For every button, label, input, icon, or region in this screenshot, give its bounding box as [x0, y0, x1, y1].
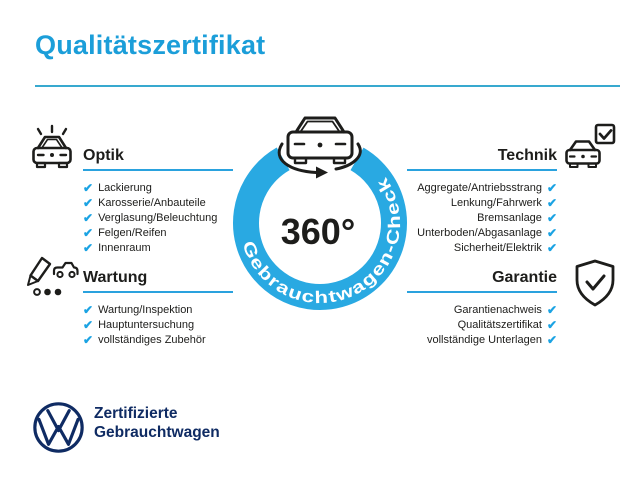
check-icon: ✔ [83, 195, 94, 210]
list-item: Aggregate/Antriebsstrang ✔ [407, 180, 557, 195]
list-item: ✔ Hauptuntersuchung [83, 317, 233, 332]
section-garantie-heading: Garantie [492, 269, 557, 286]
list-item: Qualitätszertifikat ✔ [407, 317, 557, 332]
list-item-label: Aggregate/Antriebsstrang [417, 181, 542, 194]
list-item: vollständige Unterlagen ✔ [407, 332, 557, 347]
list-item-label: Innenraum [98, 241, 151, 254]
check-icon: ✔ [83, 240, 94, 255]
section-technik-heading: Technik [497, 147, 557, 164]
section-technik: Technik Aggregate/Antriebsstrang ✔ Lenkun… [407, 147, 557, 255]
check-icon: ✔ [83, 180, 94, 195]
check-icon: ✔ [546, 302, 557, 317]
checkbox-car-icon [565, 123, 616, 168]
section-garantie-list: Garantienachweis ✔ Qualitätszertifikat ✔ v… [407, 302, 557, 347]
check-icon: ✔ [83, 332, 94, 347]
section-garantie: Garantie Garantienachweis ✔ Qualitätszert… [407, 269, 557, 347]
page-title: Qualitätszertifikat [35, 30, 266, 60]
list-item: ✔ Felgen/Reifen [83, 225, 233, 240]
section-technik-list: Aggregate/Antriebsstrang ✔ Lenkung/Fahrwe… [407, 180, 557, 255]
list-item: Lenkung/Fahrwerk ✔ [407, 195, 557, 210]
list-item-label: Garantienachweis [453, 303, 542, 316]
list-item: Bremsanlage ✔ [407, 210, 557, 225]
check-icon: ✔ [83, 210, 94, 225]
list-item: ✔ Lackierung [83, 180, 233, 195]
check-icon: ✔ [546, 180, 557, 195]
check-icon: ✔ [546, 240, 557, 255]
list-item-label: Hauptuntersuchung [98, 318, 195, 331]
shine-car-icon [32, 124, 72, 169]
list-item-label: Lackierung [98, 181, 152, 194]
brand-claim-line2: Gebrauchtwagen [94, 424, 220, 441]
check-icon: ✔ [546, 317, 557, 332]
section-optik-heading: Optik [83, 147, 124, 164]
section-technik-divider [407, 169, 557, 171]
section-garantie-divider [407, 291, 557, 293]
list-item: ✔ Innenraum [83, 240, 233, 255]
brand-claim: Zertifizierte Gebrauchtwagen [94, 404, 220, 442]
section-wartung: Wartung ✔ Wartung/Inspektion ✔ Hauptunters… [83, 269, 233, 347]
list-item: ✔ vollständiges Zubehör [83, 332, 233, 347]
list-item: Unterboden/Abgasanlage ✔ [407, 225, 557, 240]
list-item-label: Bremsanlage [477, 211, 542, 224]
check-icon: ✔ [546, 195, 557, 210]
rotate-car-icon [277, 116, 362, 179]
list-item-label: Qualitätszertifikat [457, 318, 542, 331]
list-item-label: Felgen/Reifen [98, 226, 167, 239]
brand-claim-line1: Zertifizierte [94, 405, 178, 422]
check-icon: ✔ [83, 317, 94, 332]
list-item-label: Verglasung/Beleuchtung [98, 211, 218, 224]
section-optik-list: ✔ Lackierung ✔ Karosserie/Anbauteile ✔ Verg… [83, 180, 233, 255]
section-wartung-heading: Wartung [83, 269, 148, 286]
list-item-label: Karosserie/Anbauteile [98, 196, 206, 209]
title-divider [35, 85, 620, 87]
check-icon: ✔ [546, 225, 557, 240]
vw-logo [33, 402, 84, 453]
list-item-label: Sicherheit/Elektrik [453, 241, 542, 254]
gebrauchtwagen-check-ring: 360° Gebrauchtwagen-Check [233, 116, 407, 310]
section-wartung-divider [83, 291, 233, 293]
list-item: ✔ Karosserie/Anbauteile [83, 195, 233, 210]
check-icon: ✔ [546, 332, 557, 347]
list-item-label: vollständige Unterlagen [426, 333, 542, 346]
check-icon: ✔ [83, 302, 94, 317]
list-item: Sicherheit/Elektrik ✔ [407, 240, 557, 255]
check-icon: ✔ [83, 225, 94, 240]
list-item-label: Unterboden/Abgasanlage [417, 226, 542, 239]
check-icon: ✔ [546, 210, 557, 225]
section-optik: Optik ✔ Lackierung ✔ Karosserie/Anbauteile… [83, 147, 233, 255]
section-optik-divider [83, 169, 233, 171]
list-item-label: Wartung/Inspektion [98, 303, 193, 316]
degree-label: 360° [281, 211, 355, 252]
pencil-car-icon [27, 256, 79, 296]
shield-check-icon [575, 259, 615, 307]
list-item: Garantienachweis ✔ [407, 302, 557, 317]
section-wartung-list: ✔ Wartung/Inspektion ✔ Hauptuntersuchung ✔… [83, 302, 233, 347]
list-item: ✔ Wartung/Inspektion [83, 302, 233, 317]
list-item: ✔ Verglasung/Beleuchtung [83, 210, 233, 225]
list-item-label: Lenkung/Fahrwerk [450, 196, 542, 209]
list-item-label: vollständiges Zubehör [98, 333, 206, 346]
